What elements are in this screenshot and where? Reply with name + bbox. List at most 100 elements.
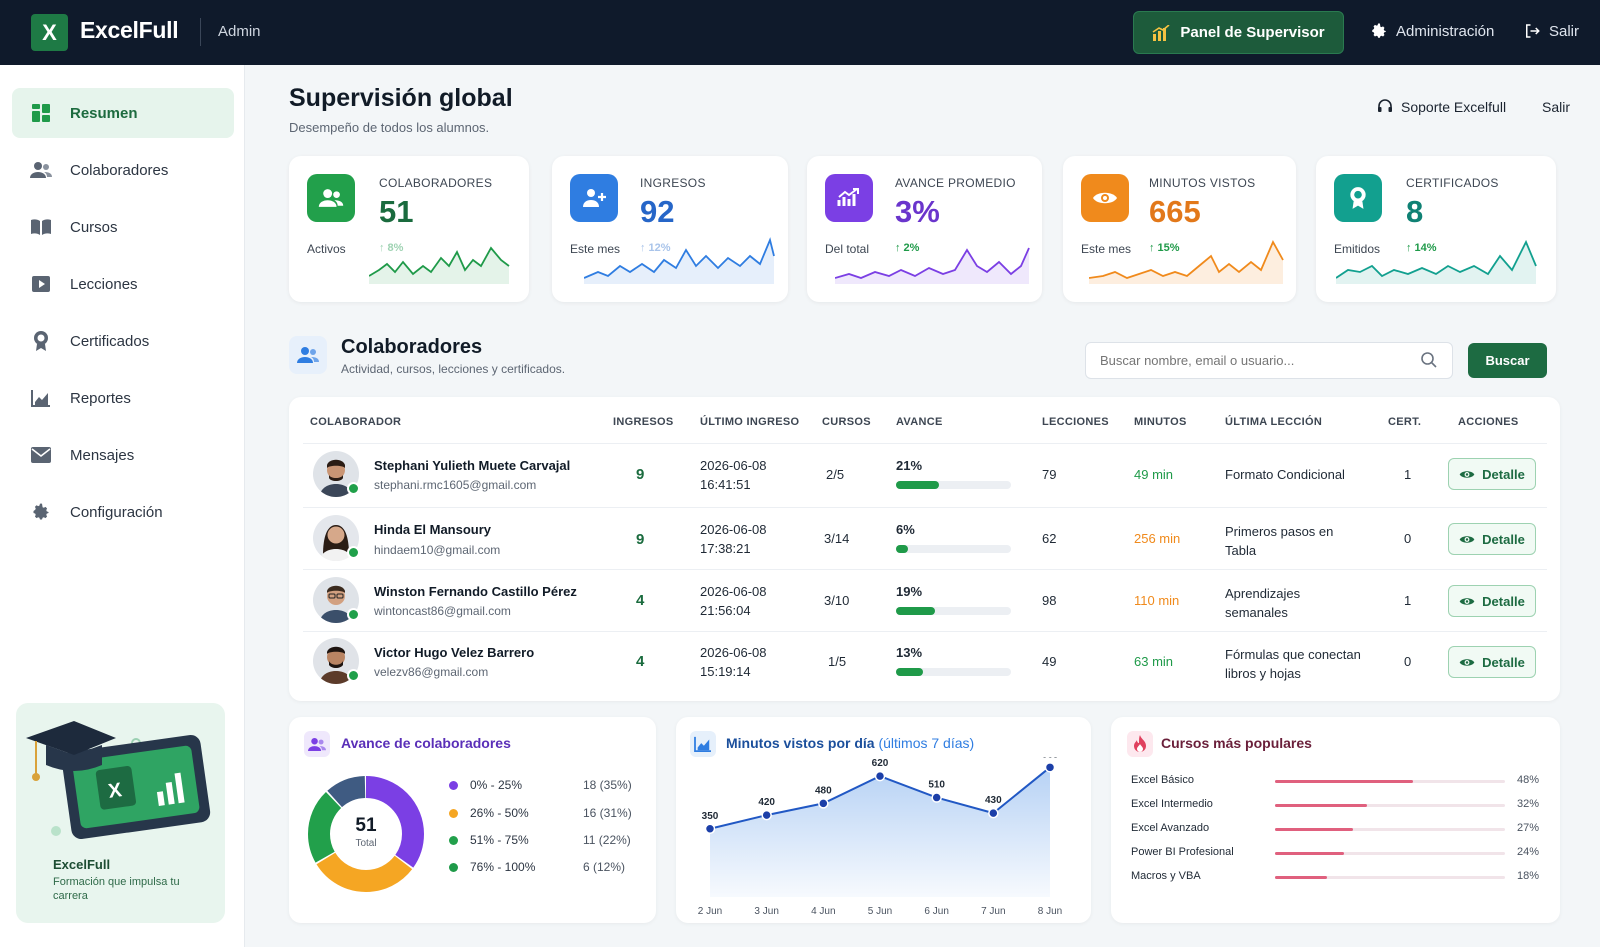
- sidebar-item-lecciones[interactable]: Lecciones: [12, 259, 234, 309]
- stat-value: 51: [379, 194, 414, 229]
- minutes-chart-card: Minutos vistos por día (últimos 7 días) …: [676, 717, 1091, 923]
- cert-count: 0: [1404, 531, 1412, 546]
- course-percent: 18%: [1517, 870, 1540, 882]
- legend-swatch: [449, 781, 458, 791]
- promo-subtitle: Formación que impulsa tu carrera: [53, 876, 180, 902]
- page-subtitle: Desempeño de todos los alumnos.: [289, 120, 490, 135]
- popular-courses-card: Cursos más populares: [1111, 717, 1560, 923]
- supervisor-panel-button[interactable]: Panel de Supervisor: [1133, 11, 1344, 54]
- legend-value: 18 (35%): [583, 778, 632, 792]
- detail-button[interactable]: Detalle: [1448, 646, 1536, 678]
- supervisor-panel-label: Panel de Supervisor: [1180, 24, 1325, 41]
- ingresos-count: 9: [636, 466, 645, 483]
- legend-value: 11 (22%): [583, 833, 631, 847]
- course-bar: [1275, 828, 1505, 831]
- logout-header-link[interactable]: Salir: [1542, 99, 1571, 115]
- detail-button[interactable]: Detalle: [1448, 585, 1536, 617]
- users-icon: [30, 159, 52, 181]
- course-name: Excel Avanzado: [1131, 822, 1210, 834]
- course-bar: [1275, 780, 1505, 783]
- online-status-dot: [347, 608, 360, 621]
- course-percent: 32%: [1517, 798, 1540, 810]
- data-label: 665: [1042, 757, 1059, 760]
- eye-icon: [1459, 535, 1475, 543]
- progress-bar-fill: [896, 607, 936, 615]
- detail-button[interactable]: Detalle: [1448, 523, 1536, 555]
- progress-distribution-card: Avance de colaboradores 51 Total 0% - 25…: [289, 717, 656, 923]
- sidebar-item-colaboradores[interactable]: Colaboradores: [12, 145, 234, 195]
- detail-button[interactable]: Detalle: [1448, 458, 1536, 490]
- lessons-count: 49: [1042, 654, 1057, 669]
- mail-icon: [30, 444, 52, 466]
- logout-link[interactable]: Salir: [1523, 22, 1579, 40]
- row-divider: [303, 443, 1547, 444]
- column-header: MINUTOS: [1134, 416, 1187, 428]
- legend-swatch: [449, 809, 458, 819]
- search-input[interactable]: [1085, 342, 1453, 379]
- eye-icon: [1459, 470, 1475, 478]
- course-name: Excel Intermedio: [1131, 798, 1213, 810]
- last-login-date: 2026-06-08: [700, 522, 767, 537]
- data-label: 430: [985, 795, 1002, 806]
- headset-icon: [1378, 99, 1392, 112]
- sidebar-item-label: Resumen: [70, 104, 138, 122]
- section-title: Colaboradores: [341, 336, 483, 358]
- sidebar-item-mensajes[interactable]: Mensajes: [12, 430, 234, 480]
- stat-label: INGRESOS: [640, 176, 706, 190]
- card-title: Cursos más populares: [1161, 735, 1312, 751]
- sparkline: [1336, 239, 1537, 284]
- course-name: Excel Básico: [1131, 774, 1194, 786]
- sidebar-item-resumen[interactable]: Resumen: [12, 88, 234, 138]
- sidebar-item-reportes[interactable]: Reportes: [12, 373, 234, 423]
- course-percent: 48%: [1517, 774, 1540, 786]
- sidebar-item-configuracion[interactable]: Configuración: [12, 487, 234, 537]
- collaborator-name: Stephani Yulieth Muete Carvajal: [374, 458, 571, 473]
- support-label: Soporte Excelfull: [1401, 99, 1507, 115]
- logout-label: Salir: [1549, 22, 1580, 40]
- chart-subtitle: (últimos 7 días): [878, 735, 975, 751]
- users-icon: [304, 731, 330, 757]
- stat-caption: Este mes: [570, 242, 621, 256]
- sidebar-item-label: Lecciones: [70, 275, 138, 293]
- sparkline: [584, 237, 775, 284]
- page-title: Supervisión global: [289, 84, 513, 112]
- search-button[interactable]: Buscar: [1468, 343, 1547, 378]
- eye-icon: [1459, 658, 1475, 666]
- divider: [200, 18, 201, 46]
- stat-value: 665: [1149, 194, 1201, 229]
- last-lesson: Formato Condicional: [1225, 467, 1345, 482]
- last-login-time: 16:41:51: [700, 477, 751, 492]
- data-label: 510: [928, 780, 945, 791]
- brand-name: ExcelFull: [80, 17, 179, 43]
- minutes-area-chart: 350 2 Jun 420 3 Jun 480 4 Jun 620 5 Jun 510 6 Jun…: [698, 757, 1062, 917]
- legend-label: 76% - 100%: [470, 860, 536, 874]
- sidebar-item-certificados[interactable]: Certificados: [12, 316, 234, 366]
- stat-label: AVANCE PROMEDIO: [895, 176, 1016, 190]
- minutes-value: 256 min: [1134, 531, 1181, 546]
- last-login-time: 15:19:14: [700, 664, 751, 679]
- last-login-date: 2026-06-08: [700, 584, 767, 599]
- support-link[interactable]: Soporte Excelfull: [1377, 99, 1506, 115]
- online-status-dot: [347, 546, 360, 559]
- donut-segment-3: [308, 776, 424, 892]
- admin-link[interactable]: Administración: [1370, 22, 1494, 40]
- minutes-value: 110 min: [1134, 593, 1180, 608]
- area-fill: [710, 767, 1050, 897]
- row-divider: [303, 507, 1547, 508]
- stat-value: 8: [1406, 194, 1424, 229]
- column-header: ÚLTIMO INGRESO: [700, 416, 800, 428]
- course-bar: [1275, 804, 1505, 807]
- data-point: [761, 809, 772, 821]
- sidebar-item-cursos[interactable]: Cursos: [12, 202, 234, 252]
- progress-bar-fill: [896, 668, 923, 676]
- sparkline: [1089, 239, 1284, 284]
- progress-donut-chart: [308, 776, 424, 892]
- x-tick-label: 6 Jun: [924, 906, 948, 917]
- chart-icon: [690, 731, 716, 757]
- legend-label: 0% - 25%: [470, 778, 523, 792]
- stat-delta: ↑ 15%: [1149, 242, 1180, 254]
- section-subtitle: Actividad, cursos, lecciones y certifica…: [341, 362, 566, 376]
- legend-value: 16 (31%): [583, 806, 632, 820]
- stat-delta: ↑ 2%: [895, 242, 920, 254]
- x-tick-label: 8 Jun: [1038, 906, 1062, 917]
